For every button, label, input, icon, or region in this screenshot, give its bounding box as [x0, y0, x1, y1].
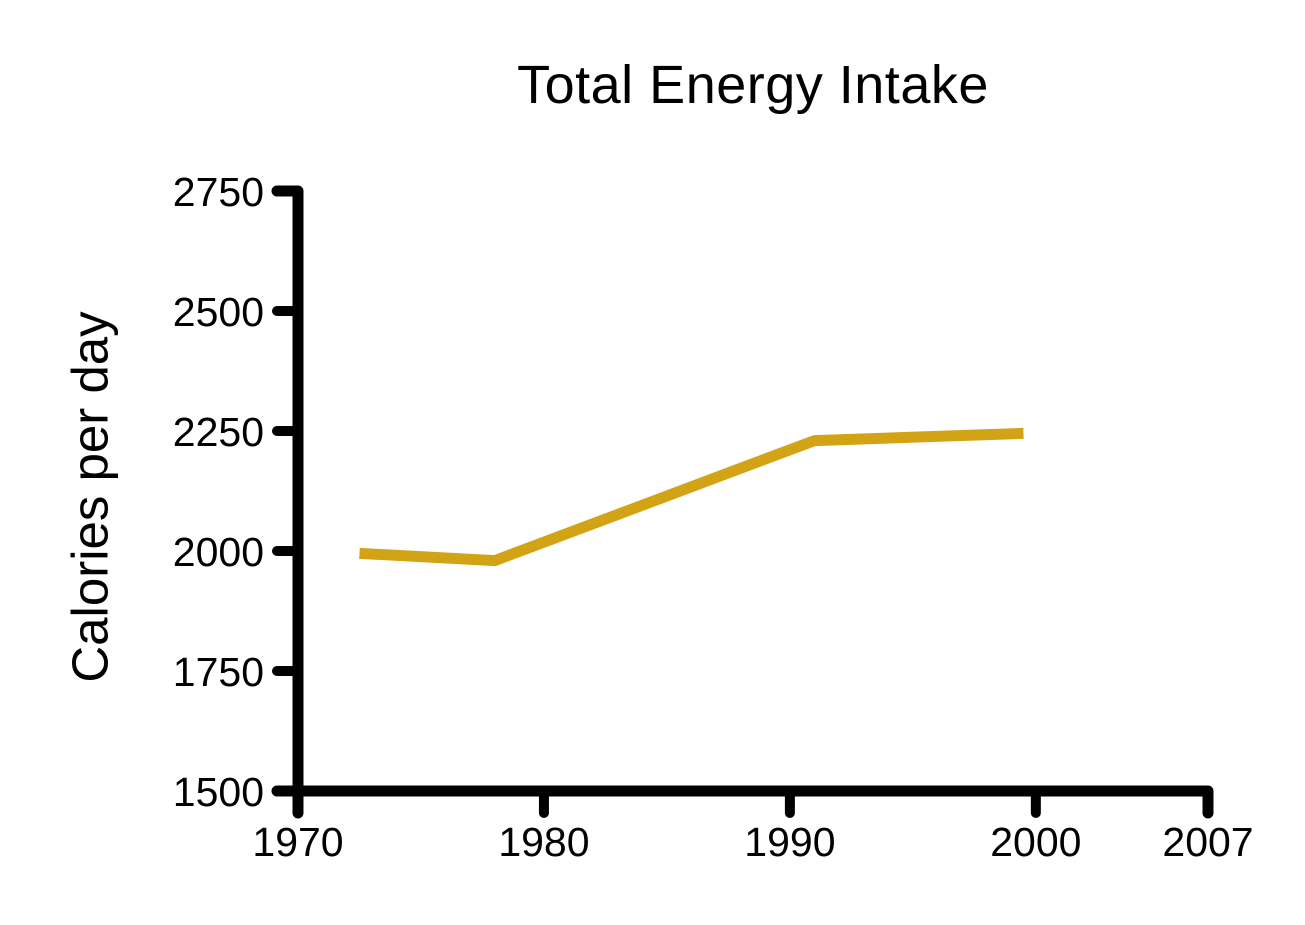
- chart-title: Total Energy Intake: [517, 55, 989, 115]
- y-tick-label: 2750: [173, 169, 264, 215]
- y-tick-label: 1750: [173, 649, 264, 695]
- x-axis-line: [271, 785, 1214, 819]
- x-tick-label: 1970: [252, 819, 343, 865]
- y-tick-label: 2250: [173, 409, 264, 455]
- x-tick-label: 1980: [498, 819, 589, 865]
- x-tick-label: 2000: [990, 819, 1081, 865]
- y-tick-label: 2500: [173, 289, 264, 335]
- x-tick-label: 2007: [1162, 819, 1253, 865]
- x-tick-label: 1990: [744, 819, 835, 865]
- y-axis-line: [271, 185, 304, 819]
- data-line: [359, 427, 1024, 567]
- y-tick-label: 2000: [173, 529, 264, 575]
- y-tick-label: 1500: [173, 769, 264, 815]
